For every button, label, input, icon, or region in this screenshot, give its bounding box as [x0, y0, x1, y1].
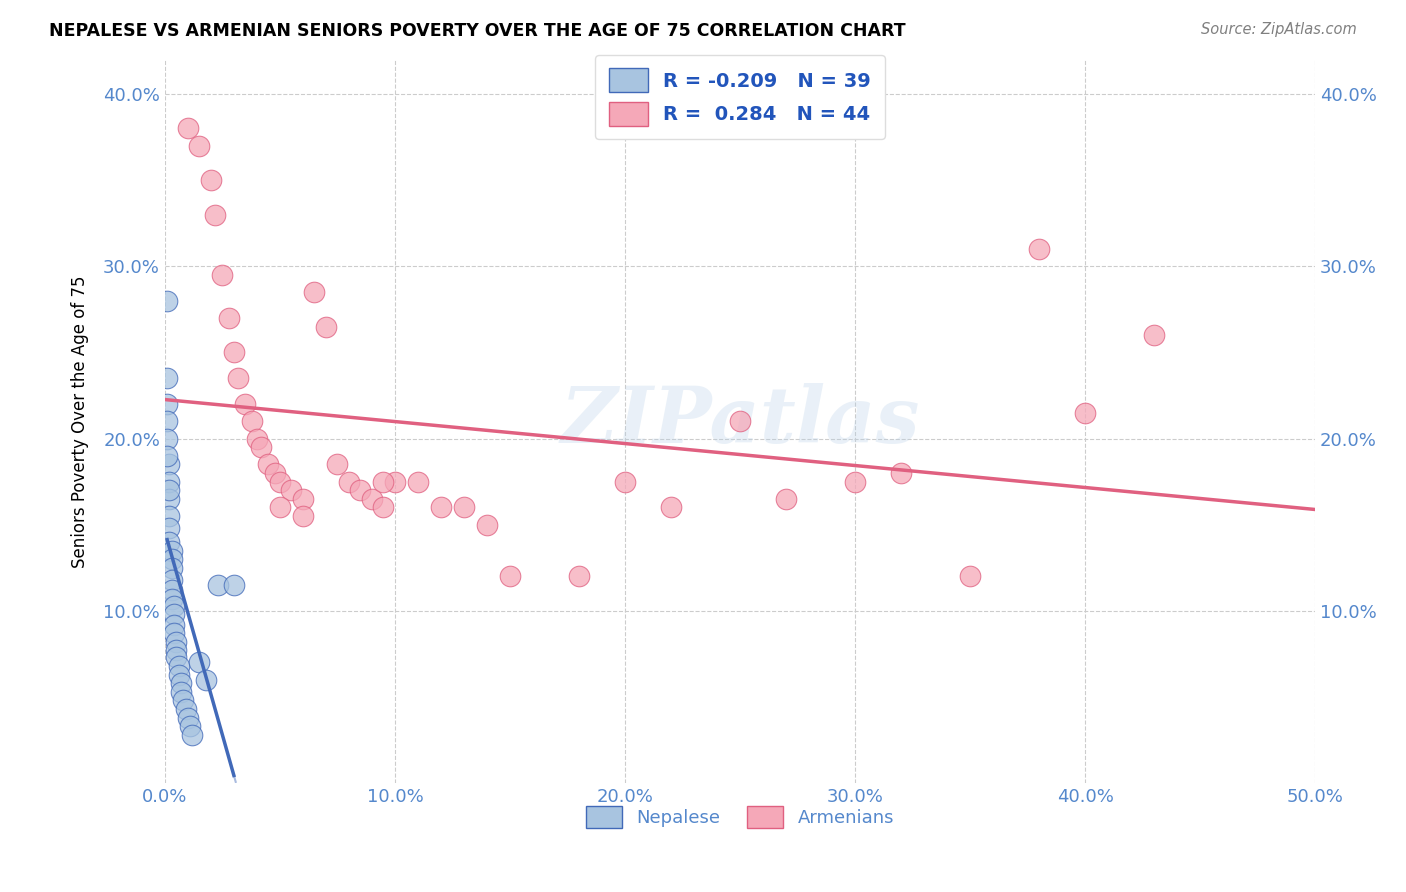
Point	[315, 319, 337, 334]
Point	[179, 719, 201, 733]
Point	[163, 607, 186, 622]
Point	[156, 432, 179, 446]
Text: NEPALESE VS ARMENIAN SENIORS POVERTY OVER THE AGE OF 75 CORRELATION CHART: NEPALESE VS ARMENIAN SENIORS POVERTY OVE…	[49, 22, 905, 40]
Point	[326, 458, 349, 472]
Point	[177, 121, 200, 136]
Point	[204, 208, 226, 222]
Point	[188, 138, 211, 153]
Point	[211, 268, 233, 282]
Point	[200, 173, 222, 187]
Point	[337, 475, 360, 489]
Point	[775, 491, 797, 506]
Point	[156, 293, 179, 308]
Point	[159, 475, 181, 489]
Point	[361, 491, 384, 506]
Point	[280, 483, 302, 498]
Point	[264, 466, 287, 480]
Point	[159, 521, 181, 535]
Point	[160, 543, 183, 558]
Point	[614, 475, 637, 489]
Point	[167, 659, 190, 673]
Point	[156, 414, 179, 428]
Point	[172, 693, 194, 707]
Point	[235, 397, 257, 411]
Point	[222, 345, 245, 359]
Point	[1028, 242, 1050, 256]
Point	[160, 583, 183, 598]
Point	[156, 397, 179, 411]
Point	[163, 626, 186, 640]
Point	[167, 667, 190, 681]
Point	[156, 449, 179, 463]
Point	[181, 728, 204, 742]
Point	[349, 483, 371, 498]
Point	[159, 458, 181, 472]
Point	[165, 643, 187, 657]
Point	[195, 673, 218, 687]
Point	[188, 656, 211, 670]
Point	[406, 475, 429, 489]
Point	[568, 569, 591, 583]
Point	[160, 560, 183, 574]
Point	[257, 458, 280, 472]
Point	[291, 491, 314, 506]
Point	[163, 617, 186, 632]
Point	[228, 371, 250, 385]
Point	[1074, 406, 1097, 420]
Point	[453, 500, 475, 515]
Point	[959, 569, 981, 583]
Point	[890, 466, 912, 480]
Point	[384, 475, 406, 489]
Point	[222, 578, 245, 592]
Point	[728, 414, 751, 428]
Point	[165, 635, 187, 649]
Point	[156, 371, 179, 385]
Point	[177, 710, 200, 724]
Point	[218, 310, 240, 325]
Point	[844, 475, 866, 489]
Point	[240, 414, 263, 428]
Point	[246, 432, 269, 446]
Point	[160, 552, 183, 566]
Point	[250, 440, 273, 454]
Point	[160, 591, 183, 606]
Point	[170, 676, 193, 690]
Point	[159, 535, 181, 549]
Point	[499, 569, 522, 583]
Point	[163, 599, 186, 613]
Point	[659, 500, 682, 515]
Point	[269, 500, 291, 515]
Point	[160, 573, 183, 587]
Legend: Nepalese, Armenians: Nepalese, Armenians	[578, 799, 901, 836]
Point	[174, 702, 197, 716]
Text: ZIPatlas: ZIPatlas	[561, 383, 920, 459]
Point	[373, 475, 395, 489]
Point	[291, 509, 314, 524]
Point	[207, 578, 229, 592]
Point	[373, 500, 395, 515]
Point	[430, 500, 453, 515]
Point	[159, 491, 181, 506]
Text: Source: ZipAtlas.com: Source: ZipAtlas.com	[1201, 22, 1357, 37]
Point	[170, 685, 193, 699]
Point	[1143, 328, 1166, 343]
Point	[304, 285, 326, 300]
Point	[165, 650, 187, 665]
Y-axis label: Seniors Poverty Over the Age of 75: Seniors Poverty Over the Age of 75	[72, 275, 89, 567]
Point	[159, 509, 181, 524]
Point	[475, 517, 498, 532]
Point	[159, 483, 181, 498]
Point	[269, 475, 291, 489]
